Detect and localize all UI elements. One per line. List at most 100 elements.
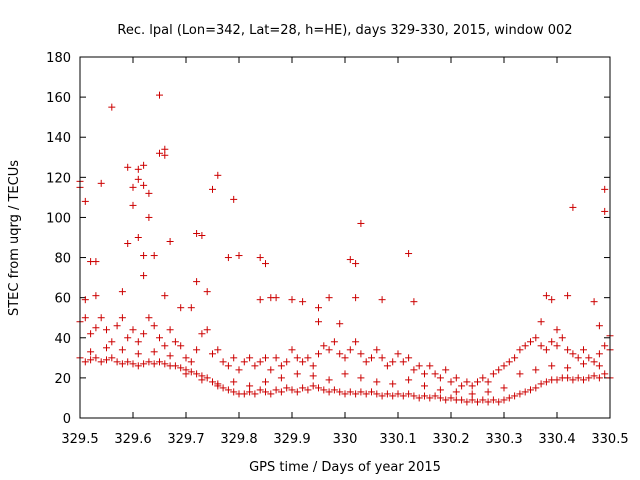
data-point (521, 342, 529, 350)
data-point (161, 151, 169, 159)
data-point (103, 344, 110, 352)
data-point (103, 326, 110, 334)
data-point (532, 366, 540, 374)
data-point (193, 346, 201, 354)
data-point (447, 394, 455, 402)
data-point (118, 360, 126, 368)
data-point (129, 201, 137, 209)
data-point (256, 386, 264, 394)
data-point (140, 330, 148, 338)
y-tick-label: 180 (46, 51, 71, 66)
data-point (474, 398, 481, 406)
data-point (108, 354, 116, 362)
data-point (230, 378, 238, 386)
y-tick-label: 100 (46, 211, 71, 226)
data-point (452, 374, 460, 382)
data-point (394, 350, 402, 358)
data-point (553, 342, 561, 350)
data-point (315, 318, 322, 326)
data-point (209, 350, 216, 358)
data-point (108, 338, 116, 346)
data-point (341, 390, 349, 398)
data-point (140, 252, 148, 260)
data-point (230, 195, 238, 203)
data-point (309, 382, 317, 390)
data-point (421, 382, 428, 390)
data-point (309, 362, 317, 370)
data-point (601, 185, 609, 193)
data-point (373, 378, 381, 386)
data-point (346, 256, 354, 264)
data-point (442, 396, 450, 404)
data-point (346, 346, 354, 354)
data-point (87, 330, 95, 338)
data-point (357, 350, 365, 358)
data-point (463, 398, 471, 406)
data-point (161, 360, 169, 368)
data-point (405, 390, 413, 398)
data-point (230, 354, 238, 362)
data-point (246, 354, 254, 362)
x-tick-label: 330.4 (538, 432, 575, 447)
x-axis-label: GPS time / Days of year 2015 (249, 460, 441, 475)
data-point (118, 314, 126, 322)
data-point (405, 354, 413, 362)
data-point (463, 378, 471, 386)
data-point (166, 326, 174, 334)
data-point (452, 388, 460, 396)
data-point (415, 394, 423, 402)
data-point (92, 292, 100, 300)
data-point (489, 396, 497, 404)
data-point (272, 386, 280, 394)
data-point (193, 370, 201, 378)
data-point (516, 370, 524, 378)
data-point (410, 366, 418, 374)
data-point (124, 334, 132, 342)
data-point (198, 231, 206, 239)
data-point (113, 322, 121, 330)
data-point (564, 292, 572, 300)
data-point (553, 376, 561, 384)
data-point (405, 250, 413, 258)
data-point (214, 346, 222, 354)
data-point (299, 298, 307, 306)
y-tick-label: 40 (54, 332, 71, 347)
data-point (511, 354, 519, 362)
data-point (542, 346, 550, 354)
data-point (272, 354, 280, 362)
y-tick-label: 120 (46, 171, 71, 186)
data-point (235, 366, 243, 374)
data-point (405, 376, 413, 384)
data-point (219, 358, 227, 366)
data-point (484, 388, 492, 396)
data-point (383, 362, 391, 370)
data-point (240, 390, 248, 398)
data-point (124, 240, 132, 248)
data-point (267, 366, 275, 374)
data-point (516, 346, 524, 354)
data-point (595, 322, 603, 330)
data-point (256, 254, 264, 262)
y-tick-label: 80 (54, 252, 71, 267)
data-point (542, 292, 550, 300)
data-point (357, 388, 365, 396)
data-point (214, 171, 222, 179)
x-tick-label: 329.8 (220, 432, 257, 447)
x-tick-label: 329.9 (273, 432, 310, 447)
data-point (156, 91, 163, 99)
x-tick-label: 329.6 (114, 432, 151, 447)
data-point (590, 358, 598, 366)
data-point (124, 163, 132, 171)
y-tick-label: 0 (63, 412, 71, 427)
data-point (410, 392, 418, 400)
data-point (108, 103, 116, 111)
data-point (373, 390, 381, 398)
data-point (124, 358, 132, 366)
data-point (246, 382, 254, 390)
data-point (187, 304, 195, 312)
data-point (251, 390, 259, 398)
data-point (251, 362, 259, 370)
data-point (277, 374, 285, 382)
data-point (505, 394, 513, 402)
